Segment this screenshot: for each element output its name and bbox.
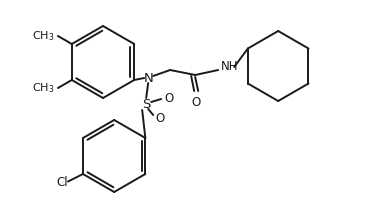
Text: O: O <box>192 96 201 109</box>
Text: CH$_3$: CH$_3$ <box>32 29 55 43</box>
Text: CH$_3$: CH$_3$ <box>32 81 55 95</box>
Text: Cl: Cl <box>57 176 68 189</box>
Text: O: O <box>164 92 174 105</box>
Text: NH: NH <box>221 60 239 74</box>
Text: N: N <box>143 71 153 84</box>
Text: S: S <box>142 97 150 110</box>
Text: O: O <box>155 112 164 125</box>
